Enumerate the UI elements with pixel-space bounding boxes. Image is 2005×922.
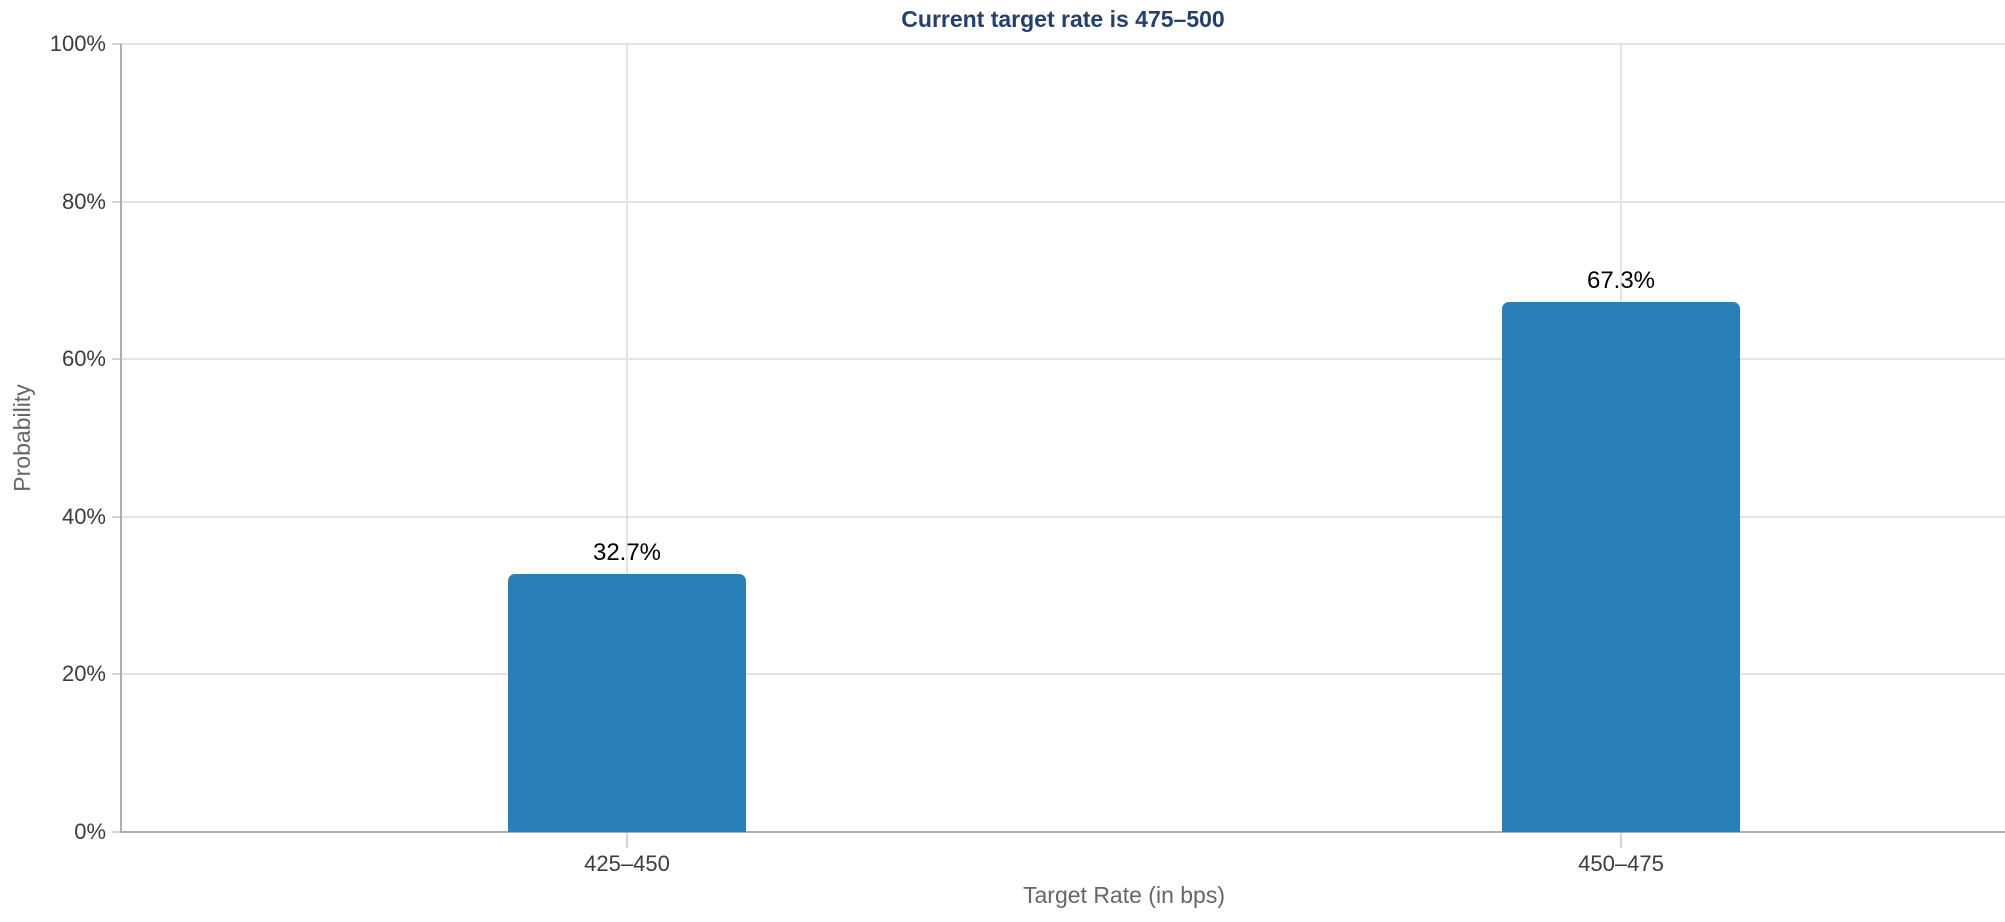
y-axis-tick	[112, 673, 122, 676]
y-axis-tick-label: 80%	[61, 188, 106, 214]
y-axis-tick	[112, 831, 122, 833]
y-axis-tick-label: 100%	[49, 31, 106, 56]
y-axis-tick-label: 0%	[74, 819, 106, 844]
y-axis-tick	[112, 200, 122, 203]
bar-value-label: 67.3%	[1586, 266, 1656, 294]
bar-value-label: 32.7%	[592, 539, 662, 567]
y-gridline	[122, 515, 2005, 518]
probability-bar[interactable]	[508, 574, 746, 832]
x-axis-title: Target Rate (in bps)	[1023, 882, 1225, 908]
y-gridline	[122, 673, 2005, 676]
y-gridline	[122, 358, 2005, 361]
y-axis-tick	[112, 358, 122, 361]
category-gridline	[626, 44, 628, 832]
y-axis-title: Probability	[9, 384, 35, 492]
probability-bar[interactable]	[1502, 301, 1740, 832]
y-axis-tick	[112, 515, 122, 518]
y-axis-tick-label: 40%	[61, 503, 106, 529]
y-gridline	[122, 43, 2005, 45]
x-axis-line	[120, 831, 2005, 833]
y-axis-tick	[112, 43, 122, 45]
x-axis-tick-label: 425–450	[584, 851, 670, 876]
x-axis-tick	[1620, 833, 1622, 848]
y-axis-line	[120, 44, 122, 832]
chart-title: Current target rate is 475–500	[901, 6, 1225, 32]
y-axis-tick-label: 60%	[61, 346, 106, 372]
y-axis-tick-label: 20%	[61, 661, 106, 687]
x-axis-tick	[626, 833, 628, 848]
y-gridline	[122, 200, 2005, 203]
x-axis-tick-label: 450–475	[1578, 851, 1664, 876]
